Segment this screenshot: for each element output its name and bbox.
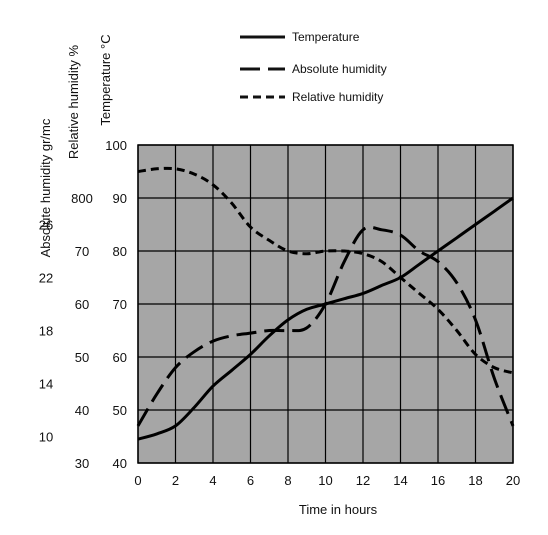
plot-frame <box>137 144 514 464</box>
legend-relative-humidity-label: Relative humidity <box>292 90 383 104</box>
x-tick-label-2: 4 <box>209 473 216 488</box>
absolute-humidity-tick-label-3: 22 <box>39 271 53 286</box>
x-tick-label-9: 18 <box>468 473 482 488</box>
absolute-humidity-tick-label-2: 18 <box>39 324 53 339</box>
absolute-humidity-tick-label-0: 10 <box>39 430 53 445</box>
series-layer <box>136 166 515 441</box>
grid <box>137 144 514 464</box>
temperature-axis-title: Temperature °C <box>98 34 113 125</box>
x-axis-title: Time in hours <box>299 502 378 517</box>
temperature-tick-label-0: 40 <box>113 456 127 471</box>
x-tick-label-5: 10 <box>318 473 332 488</box>
relative-humidity-tick-label-3: 60 <box>75 297 89 312</box>
temperature-tick-label-1: 50 <box>113 403 127 418</box>
relative-humidity-tick-label-2: 50 <box>75 350 89 365</box>
x-tick-label-4: 8 <box>284 473 291 488</box>
x-tick-label-8: 16 <box>431 473 445 488</box>
relative-humidity-tick-label-0: 30 <box>75 456 89 471</box>
absolute-humidity-axis-title: Absolute humidity gr/mc <box>38 118 53 257</box>
temperature-tick-label-5: 90 <box>113 191 127 206</box>
temperature-tick-label-6: 100 <box>105 138 127 153</box>
absolute-humidity-tick-label-1: 14 <box>39 377 53 392</box>
x-tick-label-3: 6 <box>247 473 254 488</box>
temperature-tick-label-2: 60 <box>113 350 127 365</box>
x-tick-label-1: 2 <box>172 473 179 488</box>
absolute-humidity-tick-label-4: 26 <box>39 218 53 233</box>
relative-humidity-tick-label-1: 40 <box>75 403 89 418</box>
x-tick-label-10: 20 <box>506 473 520 488</box>
x-tick-label-7: 14 <box>393 473 407 488</box>
relative-humidity-axis-title: Relative humidity % <box>66 44 81 159</box>
relative-humidity-tick-label-4: 70 <box>75 244 89 259</box>
legend-temperature-label: Temperature <box>292 30 360 44</box>
ticks: 0 2 4 6 8 10 12 14 16 18 20 40 50 60 70 80 90 100 30 40 50 60… <box>39 138 520 488</box>
x-tick-label-6: 12 <box>356 473 370 488</box>
relative-humidity-tick-label-5: 800 <box>71 191 93 206</box>
series-absolute-humidity-line <box>136 225 515 427</box>
temperature-tick-label-3: 70 <box>113 297 127 312</box>
legend-absolute-humidity-label: Absolute humidity <box>292 62 387 76</box>
series-relative-humidity-line <box>137 166 514 375</box>
x-tick-label-0: 0 <box>134 473 141 488</box>
temperature-tick-label-4: 80 <box>113 244 127 259</box>
legend: Temperature Absolute humidity Relative h… <box>240 30 387 104</box>
